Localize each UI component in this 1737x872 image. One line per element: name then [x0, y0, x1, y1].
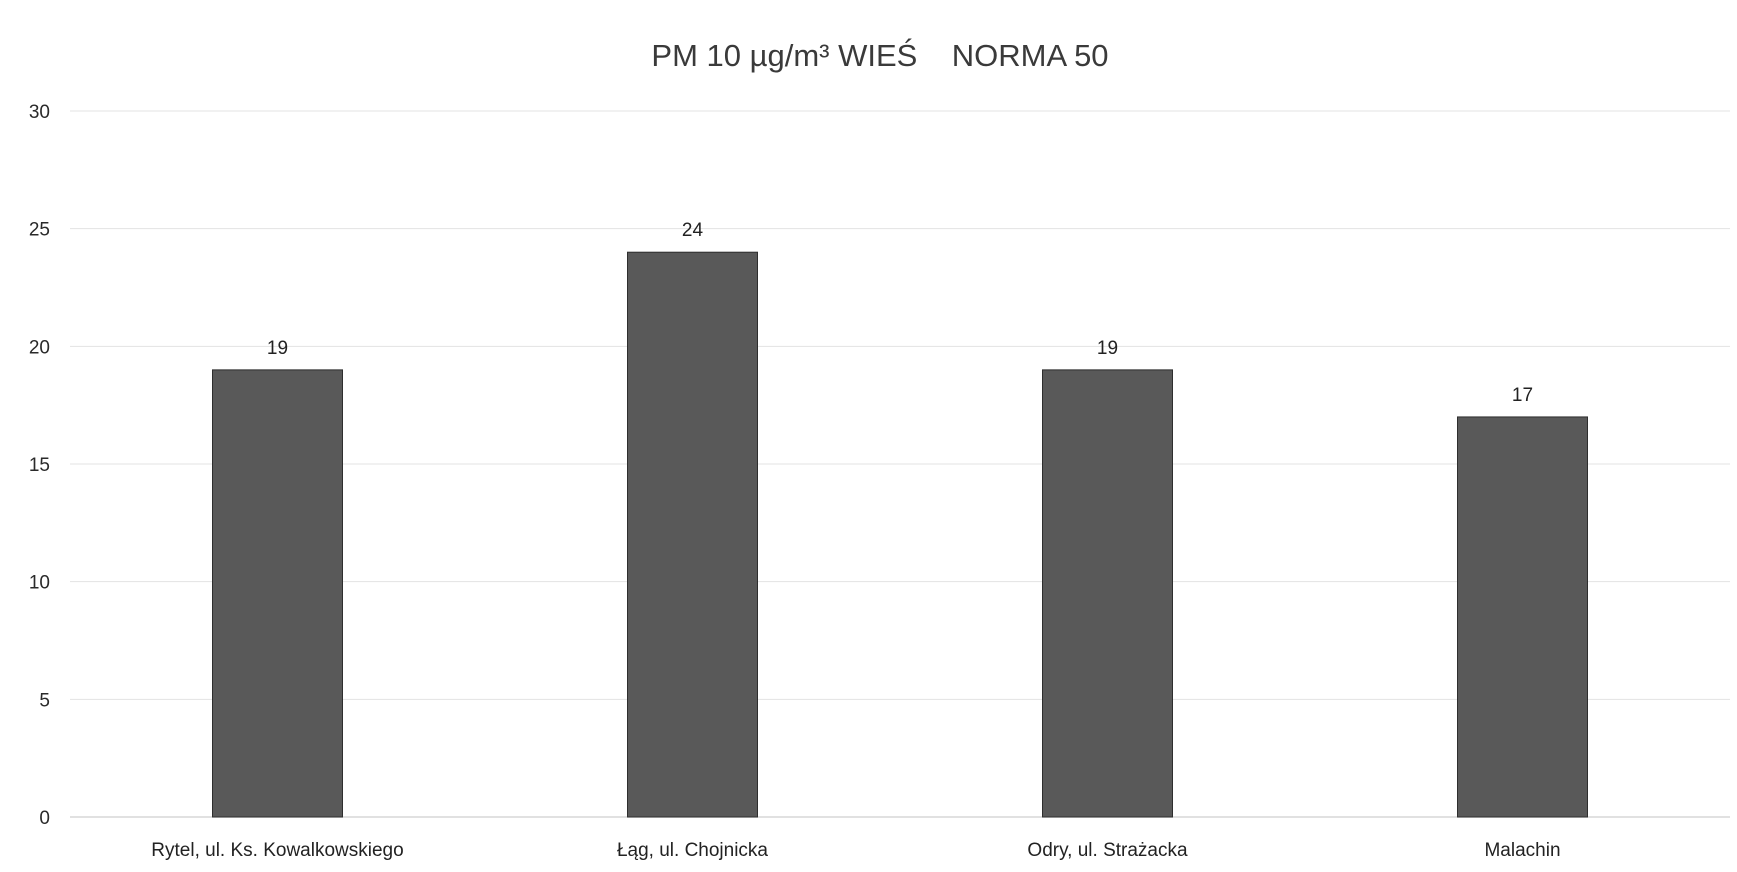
y-tick-label: 20	[29, 337, 50, 358]
y-tick-label: 0	[39, 808, 50, 829]
y-tick-label: 30	[29, 102, 50, 123]
data-label: 17	[1512, 385, 1533, 406]
data-labels: 19 24 19 17	[267, 220, 1533, 406]
bar	[1457, 416, 1588, 818]
data-label: 19	[267, 338, 288, 359]
y-tick-label: 5	[39, 690, 50, 711]
bar	[212, 369, 343, 818]
data-label: 19	[1097, 338, 1118, 359]
y-tick-label: 10	[29, 573, 50, 594]
gridlines	[70, 110, 1730, 818]
chart-title: PM 10 µg/m³ WIEŚ NORMA 50	[651, 37, 1108, 73]
y-axis-ticks: 0 5 10 15 20 25 30	[29, 102, 50, 829]
x-tick-label: Łąg, ul. Chojnicka	[617, 840, 768, 861]
y-tick-label: 15	[29, 455, 50, 476]
x-tick-label: Malachin	[1484, 840, 1560, 861]
bar	[627, 251, 758, 818]
y-tick-label: 25	[29, 220, 50, 241]
x-axis-categories: Rytel, ul. Ks. Kowalkowskiego Łąg, ul. Ch…	[151, 840, 1560, 861]
x-tick-label: Odry, ul. Strażacka	[1027, 840, 1188, 861]
x-tick-label: Rytel, ul. Ks. Kowalkowskiego	[151, 840, 403, 861]
bars	[212, 251, 1588, 818]
bar	[1042, 369, 1173, 818]
data-label: 24	[682, 220, 704, 241]
